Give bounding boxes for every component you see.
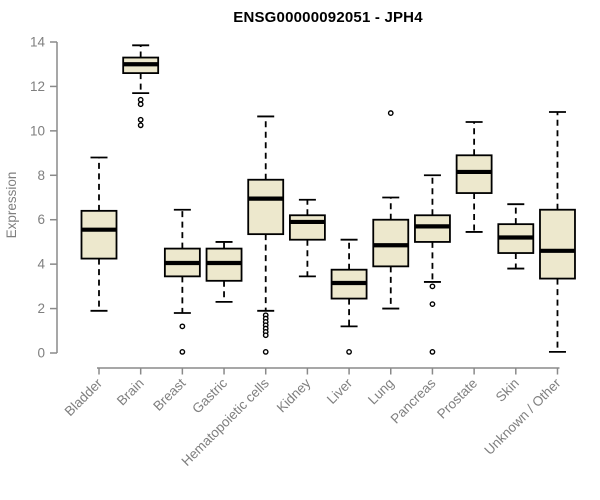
- x-category-label-kidney: Kidney: [274, 375, 314, 415]
- iqr-box-pancreas: [414, 214, 451, 243]
- y-tick-label: 12: [30, 79, 45, 94]
- x-category-label-pancreas: Pancreas: [388, 375, 439, 426]
- iqr-box-bladder: [80, 209, 118, 260]
- outlier-point-breast: [179, 348, 186, 355]
- outlier-point-brain: [137, 96, 144, 103]
- y-tick-label: 6: [37, 212, 45, 227]
- y-tick-label: 10: [30, 123, 45, 138]
- x-category-label-lung: Lung: [365, 376, 397, 408]
- y-tick-label: 14: [30, 35, 46, 50]
- outlier-point-brain: [137, 101, 144, 108]
- iqr-box-unknown-other: [539, 208, 576, 280]
- y-tick-label: 8: [37, 168, 45, 183]
- outlier-point-hematopoietic-cells: [262, 348, 269, 355]
- x-category-label-liver: Liver: [324, 375, 356, 407]
- iqr-box-prostate: [455, 154, 493, 194]
- x-category-label-breast: Breast: [150, 375, 188, 413]
- outlier-point-pancreas: [429, 348, 436, 355]
- outlier-point-pancreas: [429, 301, 436, 308]
- outlier-point-pancreas: [429, 283, 436, 290]
- x-category-label-prostate: Prostate: [434, 376, 480, 422]
- outlier-point-hematopoietic-cells: [262, 332, 269, 339]
- outlier-point-lung: [387, 110, 394, 116]
- y-tick-label: 2: [37, 301, 45, 316]
- y-axis-title: Expression: [4, 172, 19, 239]
- x-category-label-unknown-other: Unknown / Other: [481, 375, 564, 458]
- x-category-label-brain: Brain: [114, 376, 147, 409]
- iqr-box-lung: [372, 218, 410, 268]
- x-category-label-gastric: Gastric: [189, 375, 230, 416]
- outlier-point-liver: [346, 348, 352, 355]
- outlier-point-brain: [137, 116, 144, 123]
- iqr-box-kidney: [288, 214, 326, 241]
- chart-title: ENSG00000092051 - JPH4: [233, 9, 423, 26]
- x-category-label-skin: Skin: [493, 376, 522, 405]
- outlier-point-brain: [137, 122, 144, 129]
- iqr-box-hematopoietic-cells: [247, 178, 285, 236]
- x-category-label-bladder: Bladder: [62, 375, 106, 419]
- y-tick-label: 0: [37, 346, 45, 361]
- y-tick-label: 4: [37, 257, 45, 272]
- outlier-point-breast: [179, 323, 186, 330]
